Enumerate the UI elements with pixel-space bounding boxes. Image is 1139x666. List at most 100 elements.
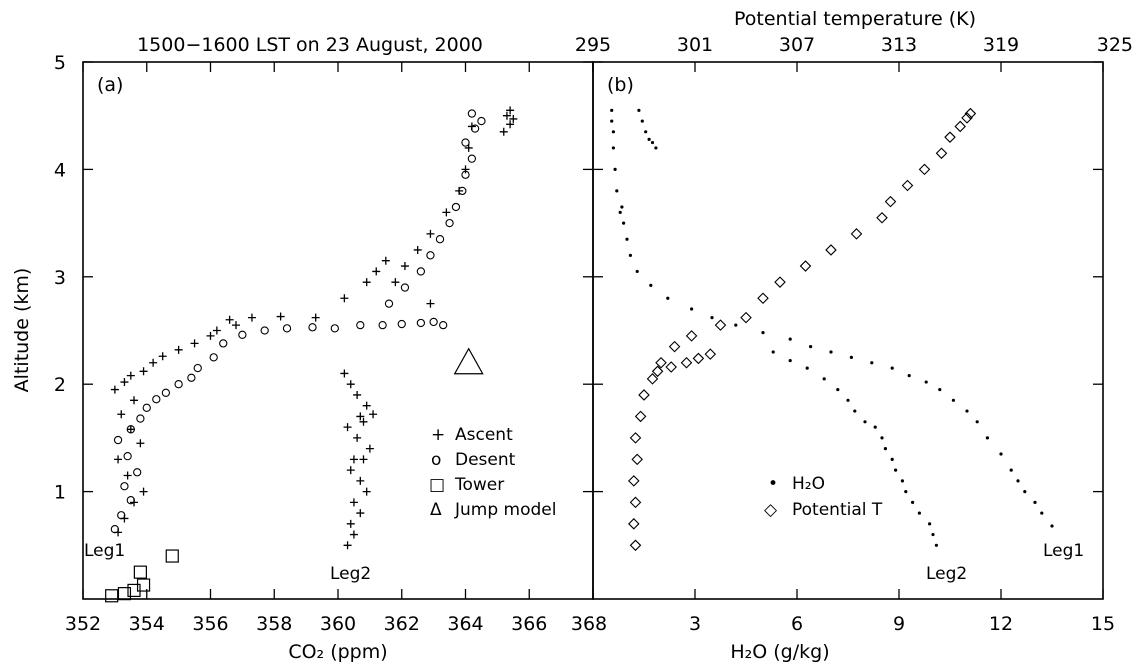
panel-a-y-ticks: 1 2 3 4 5 [54,52,593,504]
data-point [126,425,135,434]
panel-a-legend: + Ascent o Desent □ Tower Δ Jump model [429,425,556,520]
data-point [938,387,942,392]
data-point [477,116,486,126]
panel-a-leg1-label: Leg1 [84,541,125,561]
data-point [212,326,221,335]
x-tick-label: 364 [447,613,483,635]
data-point [944,131,956,143]
data-point [506,106,515,115]
data-point [690,307,694,311]
panel-b-label: (b) [607,74,634,96]
panel-b-top-x-ticks: 295 301 307 313 319 325 [575,34,1133,72]
panel-b-leg1-label: Leg1 [1043,541,1084,561]
legend-tower-label: Tower [454,475,504,495]
data-point [126,496,135,505]
data-point [625,237,629,241]
data-point [165,549,179,563]
data-point [900,479,905,483]
data-point [904,490,908,494]
data-point [1033,500,1037,504]
data-point [247,313,256,322]
data-point [464,143,473,152]
data-point [610,108,614,112]
data-point [120,378,129,387]
panel-b-frame [592,61,1104,600]
data-point [133,565,147,579]
data-point [774,276,786,288]
panel-a-marks [105,106,518,603]
panel-a-label: (a) [97,74,123,96]
data-point [628,475,640,487]
x2-tick-label: 301 [677,34,713,56]
data-point [613,167,617,171]
data-point [631,453,643,466]
data-point [836,387,840,392]
data-point [356,320,365,330]
data-point [161,388,171,397]
data-point [961,112,973,124]
data-point [761,331,765,335]
data-point [120,482,129,491]
y-tick-label: 2 [54,374,66,396]
x-tick-label: 12 [989,613,1013,635]
data-point [451,202,461,212]
data-point [918,163,931,176]
data-point [954,120,966,133]
data-point [343,541,352,550]
x-tick-label: 354 [129,613,165,635]
data-point [276,312,285,321]
data-point [114,455,123,464]
data-point [126,371,135,380]
data-point [799,260,812,272]
data-point [951,398,956,402]
data-point [362,401,371,410]
legend-ascent-marker: + [431,425,445,445]
data-point [136,439,145,448]
data-point [911,500,915,504]
data-point [426,251,435,260]
data-point [359,417,368,426]
data-point [445,218,454,228]
data-point [850,228,863,240]
data-point [499,127,508,136]
data-point [628,518,640,530]
data-point [924,380,928,384]
data-point [343,423,352,432]
x-tick-label: 362 [384,613,420,635]
data-point [117,587,132,601]
data-point [353,390,362,399]
data-point [330,324,339,333]
data-point [136,414,145,423]
panel-b-y-ticks [593,61,1103,493]
data-point [174,380,183,389]
data-point [359,455,368,464]
data-point [238,330,247,339]
y-tick-label: 1 [54,482,66,504]
data-point [805,366,809,370]
data-point [890,366,894,370]
data-point [788,337,792,341]
data-point [846,398,850,402]
data-point [372,267,381,276]
data-point [435,235,445,244]
x-tick-label: 360 [320,613,356,635]
data-point [692,352,705,365]
data-point [935,147,948,160]
data-point [362,278,371,287]
data-point [142,403,151,412]
data-point [139,367,148,376]
data-point [461,138,470,147]
figure-title: 1500−1600 LST on 23 August, 2000 [137,34,483,56]
data-point [894,468,898,472]
data-point [629,496,642,509]
data-point [985,436,990,440]
data-point [740,311,752,324]
data-point [934,543,939,547]
data-point [413,245,422,254]
x-tick-label: 3 [689,613,701,635]
data-point [829,350,833,354]
legend-potential-t-label: Potential T [792,500,883,520]
data-point [113,435,123,445]
data-point [340,369,349,378]
